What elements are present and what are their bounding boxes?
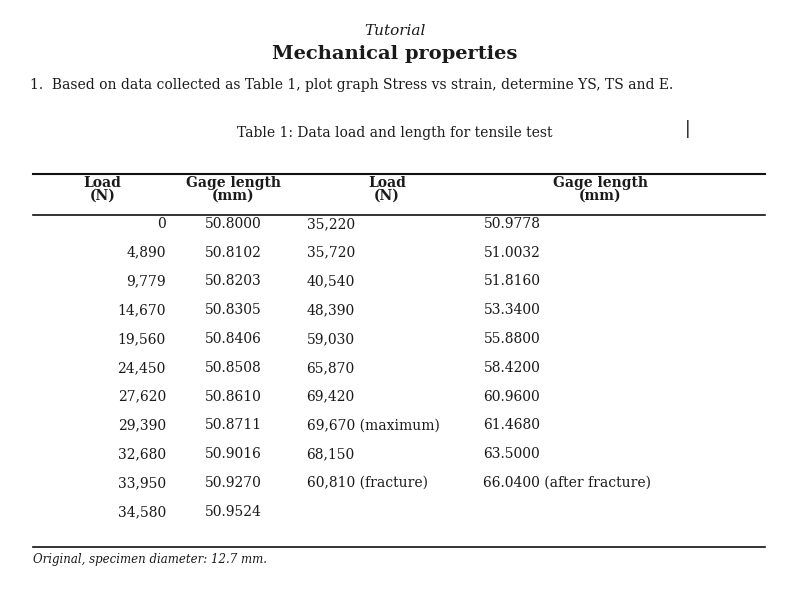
Text: 58.4200: 58.4200 — [483, 361, 540, 375]
Text: 29,390: 29,390 — [118, 418, 166, 433]
Text: 53.3400: 53.3400 — [483, 303, 540, 317]
Text: 19,560: 19,560 — [118, 332, 166, 346]
Text: 66.0400 (after fracture): 66.0400 (after fracture) — [483, 476, 652, 490]
Text: 35,220: 35,220 — [307, 217, 355, 231]
Text: Mechanical properties: Mechanical properties — [273, 45, 517, 63]
Text: 59,030: 59,030 — [307, 332, 355, 346]
Text: 60,810 (fracture): 60,810 (fracture) — [307, 476, 427, 490]
Text: Tutorial: Tutorial — [364, 24, 426, 38]
Text: |: | — [684, 120, 690, 138]
Text: Load: Load — [368, 176, 406, 190]
Text: 63.5000: 63.5000 — [483, 447, 540, 461]
Text: 50.9016: 50.9016 — [205, 447, 261, 461]
Text: Load: Load — [84, 176, 122, 190]
Text: 50.8610: 50.8610 — [205, 389, 261, 404]
Text: 50.8203: 50.8203 — [205, 274, 261, 289]
Text: (N): (N) — [374, 188, 400, 203]
Text: 35,720: 35,720 — [307, 245, 355, 260]
Text: 50.8000: 50.8000 — [205, 217, 261, 231]
Text: (mm): (mm) — [579, 188, 622, 203]
Text: 32,680: 32,680 — [118, 447, 166, 461]
Text: 0: 0 — [157, 217, 166, 231]
Text: Original, specimen diameter: 12.7 mm.: Original, specimen diameter: 12.7 mm. — [33, 553, 267, 566]
Text: 40,540: 40,540 — [307, 274, 355, 289]
Text: 69,420: 69,420 — [307, 389, 355, 404]
Text: 1.  Based on data collected as Table 1, plot graph Stress vs strain, determine Y: 1. Based on data collected as Table 1, p… — [30, 78, 673, 92]
Text: 24,450: 24,450 — [118, 361, 166, 375]
Text: 50.8406: 50.8406 — [205, 332, 261, 346]
Text: 61.4680: 61.4680 — [483, 418, 540, 433]
Text: Table 1: Data load and length for tensile test: Table 1: Data load and length for tensil… — [237, 126, 553, 140]
Text: 50.9270: 50.9270 — [205, 476, 261, 490]
Text: (mm): (mm) — [212, 188, 254, 203]
Text: 34,580: 34,580 — [118, 505, 166, 519]
Text: Gage length: Gage length — [553, 176, 648, 190]
Text: 14,670: 14,670 — [118, 303, 166, 317]
Text: 4,890: 4,890 — [126, 245, 166, 260]
Text: 68,150: 68,150 — [307, 447, 355, 461]
Text: 50.9778: 50.9778 — [483, 217, 540, 231]
Text: 65,870: 65,870 — [307, 361, 355, 375]
Text: Gage length: Gage length — [186, 176, 280, 190]
Text: 27,620: 27,620 — [118, 389, 166, 404]
Text: 50.8508: 50.8508 — [205, 361, 261, 375]
Text: 51.8160: 51.8160 — [483, 274, 540, 289]
Text: 9,779: 9,779 — [126, 274, 166, 289]
Text: 50.9524: 50.9524 — [205, 505, 261, 519]
Text: 33,950: 33,950 — [118, 476, 166, 490]
Text: (N): (N) — [90, 188, 115, 203]
Text: 69,670 (maximum): 69,670 (maximum) — [307, 418, 439, 433]
Text: 50.8102: 50.8102 — [205, 245, 261, 260]
Text: 51.0032: 51.0032 — [483, 245, 540, 260]
Text: 60.9600: 60.9600 — [483, 389, 540, 404]
Text: 50.8305: 50.8305 — [205, 303, 261, 317]
Text: 50.8711: 50.8711 — [205, 418, 261, 433]
Text: 55.8800: 55.8800 — [483, 332, 540, 346]
Text: 48,390: 48,390 — [307, 303, 355, 317]
